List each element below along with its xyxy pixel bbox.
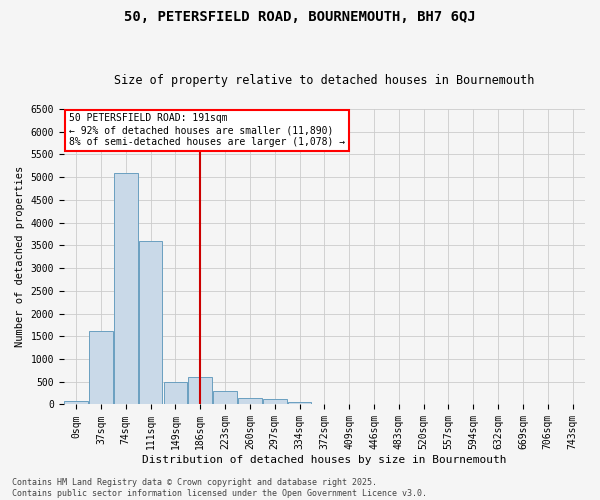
Text: 50 PETERSFIELD ROAD: 191sqm
← 92% of detached houses are smaller (11,890)
8% of : 50 PETERSFIELD ROAD: 191sqm ← 92% of det… (69, 114, 345, 146)
Bar (238, 398, 262, 404)
Bar (64, 401, 88, 404)
Bar (214, 392, 237, 404)
Y-axis label: Number of detached properties: Number of detached properties (15, 166, 25, 348)
Bar (89, 331, 113, 404)
Bar (263, 400, 287, 404)
X-axis label: Distribution of detached houses by size in Bournemouth: Distribution of detached houses by size … (142, 455, 506, 465)
Bar (164, 382, 187, 404)
Bar (188, 377, 212, 404)
Bar (288, 402, 311, 404)
Title: Size of property relative to detached houses in Bournemouth: Size of property relative to detached ho… (114, 74, 535, 87)
Bar (114, 172, 137, 404)
Text: Contains HM Land Registry data © Crown copyright and database right 2025.
Contai: Contains HM Land Registry data © Crown c… (12, 478, 427, 498)
Text: 50, PETERSFIELD ROAD, BOURNEMOUTH, BH7 6QJ: 50, PETERSFIELD ROAD, BOURNEMOUTH, BH7 6… (124, 10, 476, 24)
Bar (139, 241, 163, 404)
